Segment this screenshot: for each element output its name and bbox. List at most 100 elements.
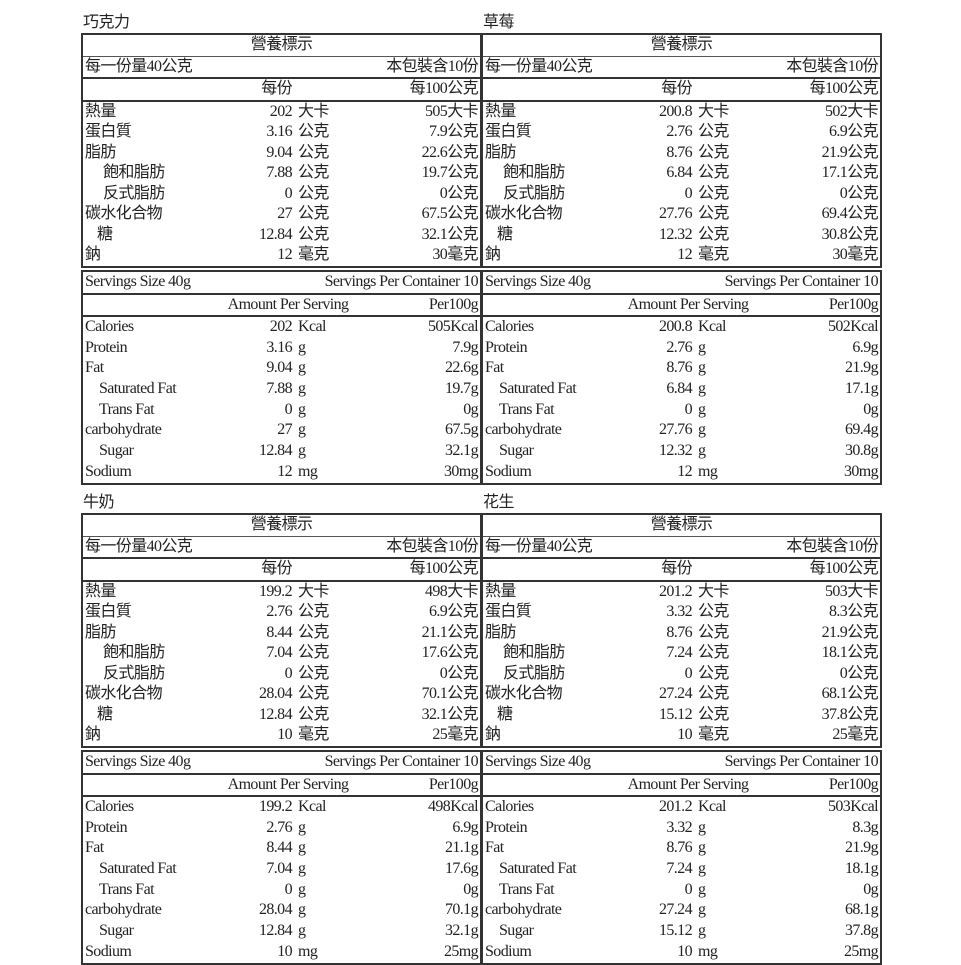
per100-unit: g	[870, 818, 879, 836]
per100-value-group: 30毫克	[832, 245, 878, 266]
per100-value-group: 70.1g	[445, 900, 479, 921]
per-serving-value: 0	[684, 400, 693, 418]
per100-value: 6.9	[452, 818, 471, 836]
nutrient-row: Sugar 12.84 g 32.1g	[83, 921, 480, 942]
nutrient-row: Sodium 10 mg 25mg	[483, 942, 880, 963]
per100-value: 67.5	[421, 205, 448, 222]
per100-value-group: 37.8公克	[822, 705, 879, 726]
nutrient-label: Sodium	[85, 942, 132, 960]
per100-value-group: 17.6g	[445, 859, 479, 880]
per100-value-group: 22.6g	[445, 358, 479, 379]
nutrient-label: 碳水化合物	[485, 205, 563, 222]
nutrient-label: Saturated Fat	[99, 860, 177, 878]
column-header-row: Amount Per Serving Per100g	[483, 295, 880, 317]
unit: 毫克	[698, 246, 729, 263]
per100-value-group: 32.1g	[445, 441, 479, 462]
nutrient-label: Sugar	[99, 922, 134, 940]
per100-value-group: 21.9g	[844, 358, 879, 379]
nutrient-label: Trans Fat	[99, 880, 155, 898]
nutrient-label: carbohydrate	[485, 901, 562, 919]
per100-value: 0	[863, 880, 871, 898]
nutrient-label: Fat	[485, 359, 504, 377]
nutrition-panel: 花生 營養標示 每一份量40公克 本包裝含10份 每份 每100公克 熱量 201.2 大卡 50…	[481, 480, 882, 965]
per100-value-group: 0g	[463, 400, 478, 421]
per-serving-header: Amount Per Serving	[627, 775, 749, 793]
column-header-row: Amount Per Serving Per100g	[83, 775, 480, 797]
per100-unit: g	[870, 880, 879, 898]
nutrient-row: Saturated Fat 7.24 g 18.1g	[483, 859, 880, 880]
nutrition-panel: 草莓 營養標示 每一份量40公克 本包裝含10份 每份 每100公克 熱量 200.8 大卡 50…	[481, 0, 882, 485]
per100-value: 505	[427, 318, 451, 335]
nutrition-table-zh: 營養標示 每一份量40公克 本包裝含10份 每份 每100公克 熱量 201.2 大卡 503大…	[481, 513, 882, 748]
per100-unit: 公克	[847, 225, 878, 243]
per100-value-group: 25mg	[444, 942, 479, 963]
serving-row: Servings Size 40g Servings Per Container …	[483, 272, 880, 295]
nutrient-label: Fat	[85, 839, 104, 857]
per100-value-group: 32.1公克	[422, 705, 479, 726]
per100-value: 0	[839, 664, 848, 682]
unit: Kcal	[298, 798, 326, 815]
nutrient-row: 鈉 12 毫克 30毫克	[483, 245, 880, 266]
per100-unit: 公克	[447, 123, 478, 140]
per100-unit: Kcal	[450, 798, 478, 815]
per100-unit: g	[870, 421, 879, 439]
per100-unit: Kcal	[850, 798, 878, 815]
unit: 毫克	[298, 726, 329, 743]
nutrient-label: Calories	[485, 318, 534, 335]
per100-value-group: 21.9公克	[822, 143, 879, 164]
per100-unit: 公克	[447, 184, 478, 202]
servings-per-container: Servings Per Container 10	[724, 273, 879, 290]
serving-size: Servings Size 40g	[485, 273, 591, 290]
nutrient-label: Protein	[85, 338, 128, 356]
per100-unit: g	[470, 922, 479, 940]
serving-size: 每一份量40公克	[485, 57, 593, 75]
per-serving-value: 8.44	[266, 839, 292, 857]
per100-value: 505	[424, 102, 448, 120]
per-serving-value: 2.76	[266, 603, 292, 620]
nutrient-label: 反式脂肪	[103, 664, 165, 682]
per100-value-group: 30mg	[444, 462, 479, 483]
nutrient-row: Fat 8.76 g 21.9g	[483, 358, 880, 379]
column-header-row: 每份 每100公克	[83, 559, 480, 582]
nutrient-label: 碳水化合物	[85, 205, 163, 222]
per100-unit: 公克	[447, 143, 478, 161]
per100-unit: 公克	[847, 603, 878, 620]
per100-value-group: 6.9g	[452, 818, 478, 839]
nutrient-row: 糖 15.12 公克 37.8公克	[483, 705, 880, 726]
per100-value: 502	[827, 318, 851, 335]
nutrient-label: carbohydrate	[485, 421, 562, 439]
per100-value-group: 17.6公克	[422, 643, 479, 664]
per100-value: 21.9	[844, 839, 871, 857]
per100-value: 498	[427, 798, 451, 815]
per100-value-group: 0公克	[440, 664, 479, 685]
per100-unit: Kcal	[450, 318, 478, 335]
nutrient-label: 反式脂肪	[103, 184, 165, 202]
per-serving-header: Amount Per Serving	[227, 295, 349, 313]
per-serving-value: 0	[684, 184, 693, 202]
unit: 公克	[698, 664, 729, 682]
nutrient-label: Saturated Fat	[499, 860, 577, 878]
per100-value: 21.9	[844, 359, 871, 377]
per100-value: 21.1	[444, 839, 471, 857]
serving-row: Servings Size 40g Servings Per Container …	[483, 752, 880, 775]
per100-value-group: 18.1g	[845, 859, 879, 880]
unit: Kcal	[698, 798, 726, 815]
unit: 公克	[298, 603, 329, 620]
per-serving-header: 每份	[261, 80, 292, 97]
unit: 公克	[698, 225, 729, 243]
serving-row: Servings Size 40g Servings Per Container …	[83, 752, 480, 775]
per-serving-value: 10	[277, 726, 292, 743]
nutrient-row: 反式脂肪 0 公克 0公克	[83, 664, 480, 685]
unit: 公克	[698, 123, 729, 140]
per100-value: 21.9	[821, 623, 848, 641]
per-serving-value: 12.84	[258, 225, 293, 243]
per-serving-value: 200.8	[658, 318, 693, 335]
nutrient-label: 飽和脂肪	[503, 164, 565, 181]
unit: mg	[698, 942, 718, 960]
per-serving-value: 7.88	[266, 380, 292, 398]
nutrient-label: 脂肪	[485, 143, 516, 161]
per100-value: 8.3	[852, 818, 871, 836]
nutrient-row: Trans Fat 0 g 0g	[83, 400, 480, 421]
servings-per-container: Servings Per Container 10	[324, 753, 479, 770]
nutrition-table-zh: 營養標示 每一份量40公克 本包裝含10份 每份 每100公克 熱量 199.2 大卡 498大…	[81, 513, 482, 748]
